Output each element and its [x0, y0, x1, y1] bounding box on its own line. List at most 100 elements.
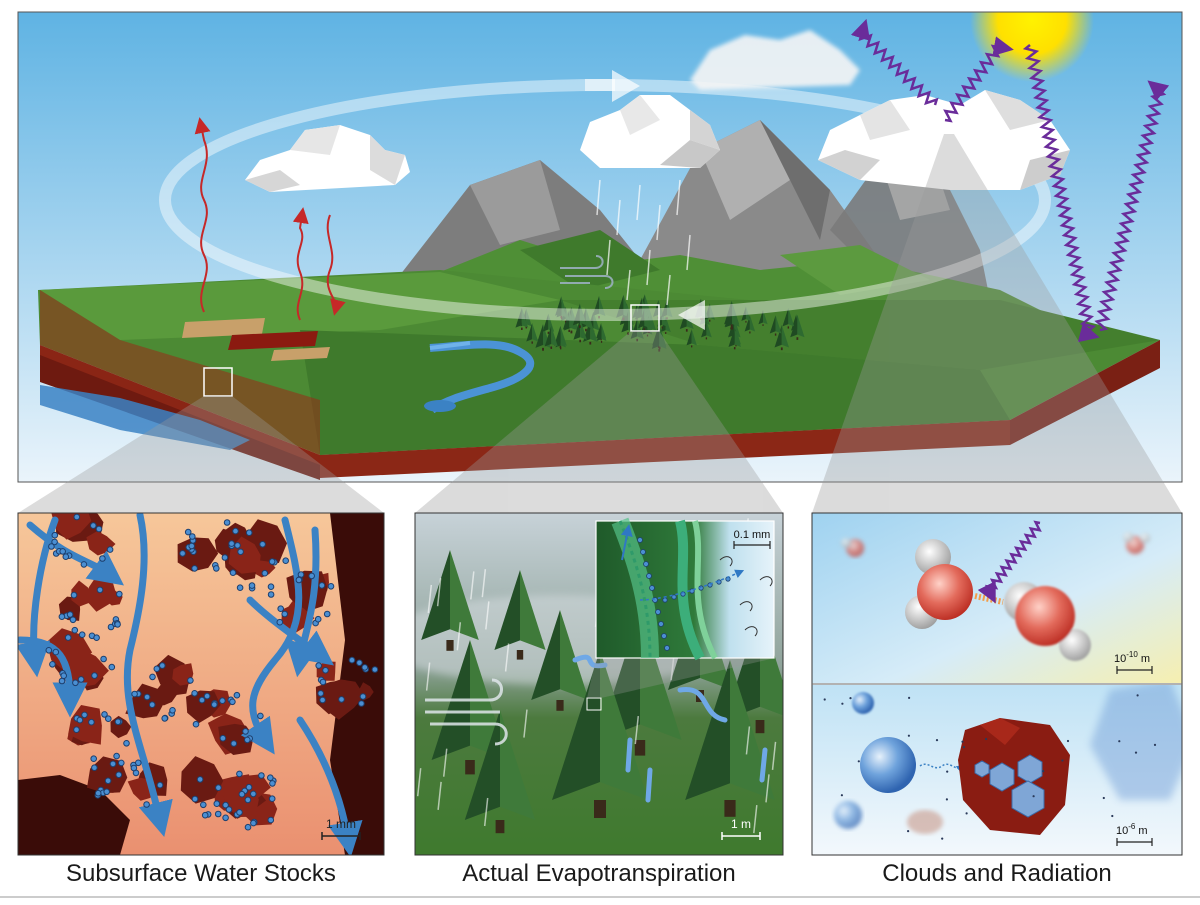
- water-droplet: [94, 789, 102, 797]
- water-droplet: [196, 776, 204, 783]
- water-droplet: [72, 679, 79, 687]
- tree-icon: [758, 310, 768, 326]
- aerosol-dot: [857, 760, 860, 763]
- aerosol-dot: [907, 734, 911, 737]
- forest: [515, 294, 805, 352]
- panel-clouds-bottom: 10-6 m: [812, 685, 1182, 855]
- tree-icon: [552, 650, 648, 818]
- water-droplet: [268, 795, 276, 803]
- cloud-icon: [245, 125, 410, 192]
- water-droplet: [198, 696, 206, 704]
- water-droplet: [153, 665, 161, 673]
- radiation-arrow: [850, 18, 939, 106]
- water-droplet: [179, 550, 186, 557]
- raindrop: [485, 601, 490, 630]
- water-droplet: [268, 558, 276, 565]
- water-droplet: [637, 537, 643, 543]
- water-droplet: [200, 801, 207, 809]
- water-droplet: [213, 800, 221, 808]
- water-droplet: [76, 716, 84, 724]
- water-droplet: [58, 677, 66, 685]
- water-droplet: [103, 788, 110, 796]
- vapor-diffusion-arrows: [719, 556, 773, 637]
- water-droplet: [66, 611, 74, 618]
- raindrop: [436, 578, 442, 607]
- water-molecule-icon: [841, 532, 1150, 557]
- tree-icon: [592, 296, 606, 319]
- water-droplet: [267, 591, 275, 598]
- tree-icon: [679, 307, 694, 332]
- water-droplets: [45, 513, 379, 831]
- zoom-cones: [18, 134, 1182, 513]
- tree-icon: [556, 301, 567, 320]
- water-droplet: [62, 553, 70, 561]
- water-droplet: [244, 823, 252, 831]
- water-droplet: [245, 783, 253, 791]
- water-droplet: [107, 623, 115, 631]
- aerosol-dot: [1032, 795, 1035, 798]
- water-droplet: [308, 572, 316, 580]
- water-droplet: [159, 662, 166, 669]
- water-droplet: [187, 677, 194, 684]
- scale-label: 10-10 m: [1114, 650, 1150, 665]
- water-droplet: [230, 740, 238, 747]
- tree-icon: [704, 303, 715, 322]
- aerosol-dot: [908, 696, 911, 700]
- aerosol-dots: [823, 694, 1157, 840]
- tree-icon: [790, 314, 805, 340]
- crop-field: [228, 331, 318, 350]
- water-droplet: [203, 692, 211, 700]
- water-droplet: [191, 565, 198, 572]
- crop-field: [271, 347, 330, 361]
- tree-icon: [661, 299, 673, 320]
- radiation-arrows: [850, 18, 1170, 343]
- water-droplet: [114, 718, 122, 726]
- water-droplet: [244, 796, 252, 804]
- sun-icon: [970, 12, 1094, 82]
- water-droplet: [51, 538, 58, 546]
- water-droplet: [109, 760, 117, 768]
- aerosol-dot: [962, 746, 966, 749]
- wind-icon: [425, 678, 508, 746]
- water-droplet: [646, 573, 652, 579]
- water-droplet: [189, 533, 196, 540]
- water-droplet: [359, 693, 367, 700]
- water-droplet: [101, 711, 108, 718]
- aerosol-dot: [1066, 739, 1070, 743]
- water-droplet: [191, 795, 199, 803]
- water-droplet: [114, 621, 121, 628]
- tree-icon: [774, 324, 790, 351]
- panel-title-clouds: Clouds and Radiation: [882, 860, 1112, 887]
- water-droplet: [318, 582, 326, 589]
- water-droplet: [248, 582, 256, 589]
- soil-aggregate: [330, 513, 384, 855]
- ice-crystal-icon: [1090, 685, 1182, 800]
- water-droplet: [317, 690, 325, 697]
- water-droplet: [323, 610, 331, 618]
- raindrop: [425, 662, 431, 691]
- panel-subsurface: 1 mm: [18, 513, 384, 855]
- tree-icon: [728, 327, 741, 350]
- aerosol-dot: [961, 740, 964, 743]
- aerosol-dot: [1111, 814, 1114, 818]
- water-droplet: [356, 659, 363, 667]
- water-droplet: [358, 700, 365, 707]
- water-droplet: [371, 666, 379, 673]
- tree-icon: [638, 308, 651, 331]
- tree-icon: [630, 318, 644, 342]
- tree-icon: [741, 306, 751, 323]
- water-droplet: [250, 819, 257, 827]
- water-droplet: [118, 759, 125, 767]
- aerosol-dot: [1118, 740, 1121, 743]
- water-droplet: [236, 809, 243, 816]
- water-droplet: [649, 585, 655, 591]
- water-droplet: [148, 701, 156, 709]
- tree-icon: [464, 710, 536, 834]
- water-vapor-ribbons: [572, 654, 768, 803]
- tree-icon: [515, 307, 529, 330]
- water-droplet: [60, 672, 68, 680]
- water-droplet: [52, 648, 60, 656]
- water-droplet: [228, 540, 235, 547]
